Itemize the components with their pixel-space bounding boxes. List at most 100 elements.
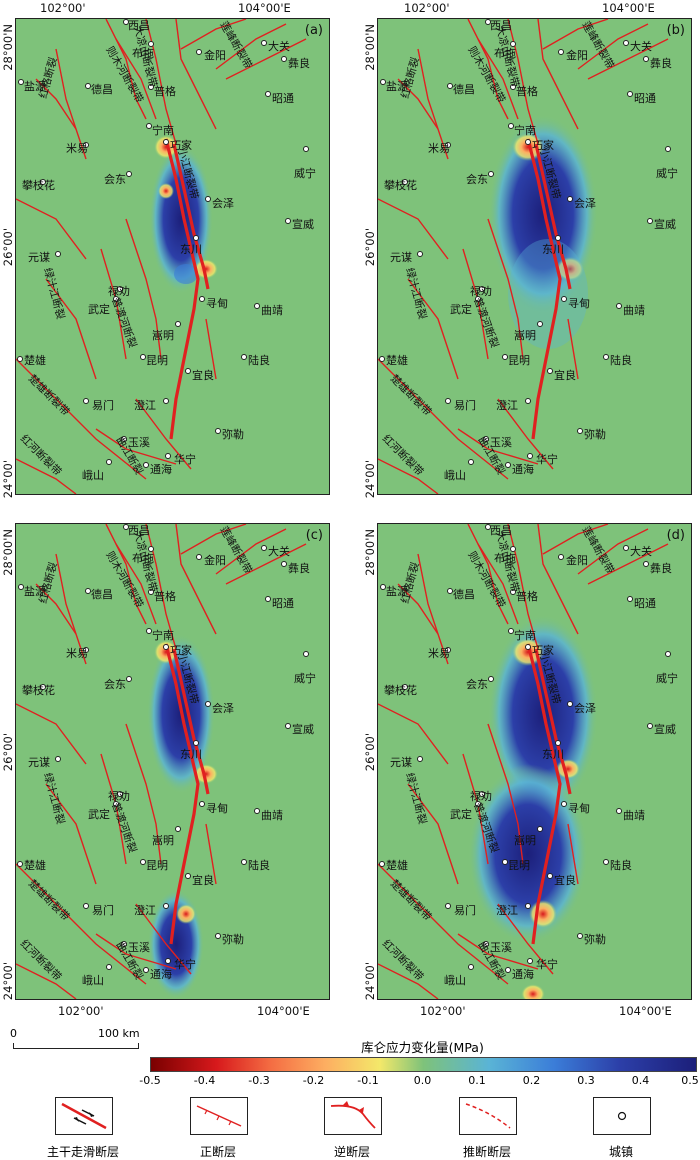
city-label: 弥勒 (584, 932, 606, 946)
city-label: 寻甸 (206, 802, 228, 815)
city-label: 宁南 (152, 628, 174, 642)
legend-town-symbol (593, 1097, 651, 1135)
panel-a-lat-top: 28°00'N (1, 24, 15, 71)
city-label: 峨山 (444, 469, 466, 482)
city-label: 威宁 (294, 166, 316, 180)
city-label: 弥勒 (222, 932, 244, 946)
city-label: 玉溪 (490, 436, 512, 449)
city-label: 澄江 (134, 398, 156, 412)
city-label: 巧家 (532, 643, 554, 657)
city-label: 大关 (630, 39, 652, 53)
colorbar-tick: -0.2 (302, 1074, 325, 1087)
city-label: 禄劝 (108, 284, 130, 298)
fault-label: 楚雄断裂带 (26, 372, 72, 418)
panel-d-lat-bot: 24°00' (363, 962, 377, 1001)
city-label: 易门 (92, 398, 114, 412)
city-label: 盐源 (24, 584, 46, 598)
panel-c-bottom-tick-left: 102°00' (58, 1004, 104, 1018)
city-label: 昆明 (508, 354, 530, 367)
city-label: 巧家 (532, 138, 554, 152)
city-label: 陆良 (248, 353, 270, 367)
fault-label: 红格断裂 (36, 560, 60, 604)
city-label: 武定 (88, 302, 110, 316)
colorbar-title: 库仑应力变化量(MPa) (361, 1040, 484, 1055)
city-label: 华宁 (174, 957, 196, 971)
city-label: 楚雄 (24, 353, 46, 367)
city-label: 禄劝 (108, 789, 130, 803)
city-label: 布拖 (132, 551, 154, 565)
city-label: 易门 (92, 903, 114, 917)
city-label: 嵩明 (152, 834, 174, 847)
fault-label: 绿汁江断裂 (403, 771, 429, 826)
city-label: 通海 (512, 462, 534, 476)
fault-label: 红格断裂 (398, 55, 422, 99)
panel-a-lat-mid: 26°00' (1, 228, 15, 267)
normal-fault-icon (196, 1105, 242, 1127)
city-label: 金阳 (204, 48, 226, 62)
city-label: 会东 (466, 678, 488, 691)
city-label: 会东 (466, 173, 488, 186)
city-label: 昭通 (634, 597, 656, 610)
city-label: 楚雄 (24, 858, 46, 872)
city-label: 米易 (428, 142, 450, 155)
city-label: 元谋 (390, 756, 412, 769)
fault-label: 楚雄断裂带 (388, 372, 434, 418)
city-label: 武定 (450, 807, 472, 821)
panel-c-bottom-tick-right: 104°00'E (257, 1004, 310, 1018)
city-label: 玉溪 (128, 436, 150, 449)
panel-c-label: (c) (305, 528, 323, 543)
city-label: 布拖 (132, 46, 154, 60)
city-label: 宜良 (192, 873, 214, 887)
panel-a-top-tick-right: 104°00'E (238, 1, 291, 15)
city-label: 陆良 (610, 353, 632, 367)
fault-label: 绿汁江断裂 (403, 266, 429, 321)
panel-a-lat-bot: 24°00' (1, 460, 15, 499)
city-label: 昆明 (146, 354, 168, 367)
panel-c-lat-top: 28°00'N (1, 529, 15, 576)
city-label: 易门 (454, 398, 476, 412)
city-label: 玉溪 (490, 941, 512, 954)
city-label: 通海 (512, 967, 534, 981)
city-label: 禄劝 (470, 789, 492, 803)
city-label: 昆明 (508, 859, 530, 872)
city-label: 会泽 (212, 702, 234, 715)
city-label: 会东 (104, 678, 126, 691)
city-label: 昆明 (146, 859, 168, 872)
colorbar-tick: 0.0 (413, 1074, 432, 1087)
city-label: 陆良 (610, 858, 632, 872)
map-panel-d: 西昌 布拖 金阳 大关 彝良 盐源 德昌 普格 昭通 米易 宁南 巧家 威宁 攀枝花 会东 会泽 宣威 东川 元谋禄… (377, 523, 692, 1000)
panel-c-lat-mid: 26°00' (1, 733, 15, 772)
legend-label-town: 城镇 (608, 1145, 633, 1159)
city-label: 威宁 (294, 671, 316, 685)
city-label: 嵩明 (152, 329, 174, 342)
city-label: 米易 (66, 647, 88, 660)
colorbar-tick: 0.5 (681, 1074, 699, 1087)
city-label: 昭通 (634, 92, 656, 105)
city-label: 华宁 (174, 452, 196, 466)
city-label: 通海 (150, 967, 172, 981)
city-label: 澄江 (496, 903, 518, 917)
city-label: 德昌 (91, 82, 113, 96)
panel-d-label: (d) (666, 528, 685, 543)
legend-inferred-symbol (459, 1097, 517, 1135)
panel-b-label: (b) (666, 23, 685, 38)
city-label: 曲靖 (623, 809, 645, 822)
city-label: 攀枝花 (384, 178, 417, 192)
panel-b-top-tick-left: 102°00' (404, 1, 450, 15)
scale-bar-length: 100 km (98, 1027, 140, 1040)
city-label: 西昌 (128, 524, 150, 537)
fault-label: 红格断裂 (36, 55, 60, 99)
city-label: 峨山 (444, 974, 466, 987)
city-label: 昭通 (272, 92, 294, 105)
city-label: 彝良 (288, 56, 310, 70)
city-label: 弥勒 (222, 427, 244, 441)
city-label: 米易 (428, 647, 450, 660)
city-label: 寻甸 (568, 297, 590, 310)
city-label: 金阳 (566, 553, 588, 567)
city-label: 弥勒 (584, 427, 606, 441)
city-label: 东川 (180, 243, 202, 256)
colorbar-tick: 0.1 (468, 1074, 486, 1087)
city-label: 曲靖 (261, 304, 283, 317)
